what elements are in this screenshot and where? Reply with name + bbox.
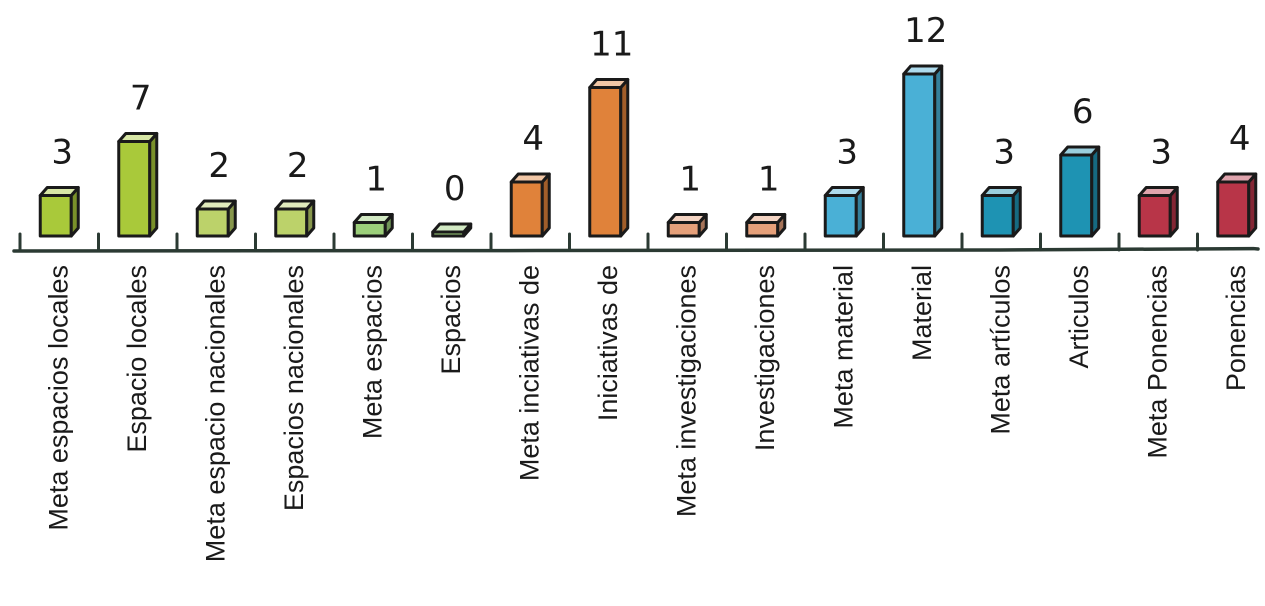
bar-top bbox=[823, 186, 865, 197]
value-label: 1 bbox=[758, 160, 780, 200]
bar-top bbox=[352, 213, 394, 224]
category-label: Espacios bbox=[436, 265, 466, 375]
bar bbox=[902, 64, 944, 238]
bar bbox=[1216, 172, 1258, 238]
bar bbox=[274, 199, 316, 238]
value-label: 3 bbox=[1150, 133, 1172, 173]
value-label: 4 bbox=[522, 119, 544, 159]
bar bbox=[431, 222, 473, 238]
value-label: 3 bbox=[836, 133, 858, 173]
bar bbox=[666, 213, 708, 238]
bar-top bbox=[38, 186, 80, 197]
bar-front bbox=[666, 221, 701, 238]
bar bbox=[117, 132, 159, 238]
value-label: 3 bbox=[993, 133, 1015, 173]
value-label: 1 bbox=[679, 160, 701, 200]
value-label: 12 bbox=[904, 11, 947, 51]
bar bbox=[38, 186, 80, 238]
category-label: Meta espacios bbox=[357, 265, 387, 439]
category-label: Material bbox=[907, 265, 937, 361]
bar-top bbox=[195, 199, 237, 211]
bar-top bbox=[1137, 186, 1179, 197]
bar bbox=[823, 186, 865, 238]
bar-front bbox=[902, 72, 937, 238]
category-label: Meta investigaciones bbox=[671, 265, 701, 517]
value-label: 0 bbox=[444, 169, 466, 209]
value-label: 2 bbox=[287, 146, 309, 186]
bar-front bbox=[195, 207, 230, 238]
bar bbox=[588, 78, 630, 238]
bar-front bbox=[117, 140, 152, 238]
bar-front bbox=[1137, 194, 1172, 238]
bar bbox=[980, 186, 1022, 238]
bar-top bbox=[902, 64, 944, 76]
category-label: Espacio locales bbox=[122, 265, 152, 453]
category-label: Meta inciativas de bbox=[514, 265, 544, 481]
bar-top bbox=[588, 78, 630, 89]
bar-side bbox=[1247, 172, 1258, 238]
bar bbox=[352, 213, 394, 238]
category-label: Iniciativas de bbox=[593, 265, 623, 421]
bar-top bbox=[117, 132, 159, 143]
bar-front bbox=[980, 194, 1015, 238]
bar-top bbox=[745, 213, 787, 224]
bar-top bbox=[666, 213, 708, 224]
bar-front bbox=[38, 194, 73, 238]
category-label: Meta artículos bbox=[985, 265, 1015, 435]
category-label: Meta espacios locales bbox=[43, 265, 73, 531]
category-label: Espacios nacionales bbox=[279, 265, 309, 511]
value-label: 11 bbox=[590, 25, 633, 65]
bar-front bbox=[823, 194, 858, 238]
bar-front bbox=[1216, 180, 1251, 238]
value-label: 3 bbox=[51, 133, 73, 173]
value-label: 2 bbox=[208, 146, 230, 186]
bar bbox=[1137, 186, 1179, 238]
category-label: Investigaciones bbox=[750, 265, 780, 451]
bar-top bbox=[980, 186, 1022, 197]
category-label: Meta Ponencias bbox=[1142, 265, 1172, 459]
category-label: Meta material bbox=[828, 265, 858, 429]
bar-side bbox=[148, 132, 159, 238]
x-axis-line bbox=[12, 246, 1260, 253]
bar-top bbox=[431, 222, 473, 234]
bar-front bbox=[352, 221, 387, 238]
x-axis bbox=[12, 246, 1260, 253]
bar-front bbox=[274, 207, 309, 238]
value-label: 6 bbox=[1072, 92, 1094, 132]
category-label: Articulos bbox=[1064, 265, 1094, 369]
bar-top bbox=[274, 199, 316, 211]
bar-side bbox=[619, 78, 630, 238]
bar-side bbox=[1090, 145, 1101, 238]
bar-top bbox=[1216, 172, 1258, 184]
bar bbox=[1059, 145, 1101, 238]
bar-side bbox=[540, 172, 551, 238]
bar-front bbox=[588, 86, 623, 238]
bars-group bbox=[38, 64, 1258, 238]
category-labels: Meta espacios locales Espacio locales Meta… bbox=[43, 265, 1251, 562]
bar bbox=[745, 213, 787, 238]
bar-front bbox=[509, 180, 544, 238]
category-label: Ponencias bbox=[1221, 265, 1251, 391]
category-label: Meta espacio nacionales bbox=[200, 265, 230, 562]
bar bbox=[195, 199, 237, 238]
bar bbox=[509, 172, 551, 238]
bar-front bbox=[1059, 153, 1094, 238]
bar-side bbox=[933, 64, 944, 238]
value-label: 1 bbox=[365, 160, 387, 200]
x-axis-ticks bbox=[18, 232, 1199, 252]
value-label: 7 bbox=[130, 79, 152, 119]
value-label: 4 bbox=[1229, 119, 1251, 159]
bar-top bbox=[1059, 145, 1101, 157]
bar-top bbox=[509, 172, 551, 184]
bar-front bbox=[745, 221, 780, 238]
